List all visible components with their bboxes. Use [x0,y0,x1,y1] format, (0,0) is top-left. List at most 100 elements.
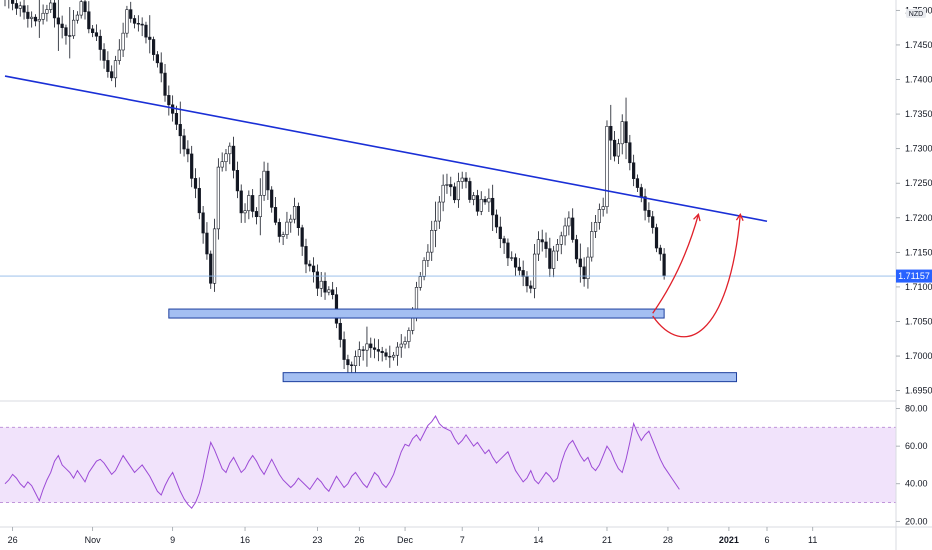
candle [544,232,548,258]
candle-body [71,19,76,37]
candle-body [353,356,358,366]
candle [52,0,57,28]
candle [452,182,457,204]
candle [182,128,186,157]
candle-body [312,265,316,273]
rsi-tick-label: 40.00 [905,479,928,489]
candle [593,214,598,239]
candle-body [216,166,220,230]
candle [632,154,636,187]
price-tick-label: 1.70500 [905,316,932,326]
candle [224,149,228,172]
candle-body [14,3,19,9]
support-zone[interactable] [168,308,665,319]
candle-body [392,354,396,358]
candle-body [270,189,274,208]
candle-body [662,253,666,277]
candle [110,65,114,82]
trendline[interactable] [4,75,768,223]
candle-body [350,364,354,366]
candle [460,171,464,189]
candle-body [30,16,34,19]
candle-body [155,54,160,64]
candle [11,0,15,11]
candles-layer [4,0,666,376]
candle-body [365,343,369,351]
candle-body [281,234,285,237]
rsi-band [0,427,896,503]
price-tick-label: 1.73000 [905,144,932,154]
projection-path[interactable] [652,214,741,338]
candle-body [209,253,213,284]
candle [491,184,495,231]
candle-body [426,251,430,261]
candle-body [498,226,502,239]
candle-body [593,222,598,232]
projection-arrows[interactable] [652,212,744,338]
candle-body [79,1,83,16]
candle-body [369,343,373,349]
candle-body [635,178,640,188]
projection-path[interactable] [652,214,700,314]
candle [228,142,232,165]
candle [178,101,182,154]
projection-arrowhead [693,213,701,222]
candle [106,51,110,78]
time-tick-label: 11 [808,535,817,545]
candle [502,235,506,254]
candle [510,251,514,261]
candle-body [18,5,22,9]
candle-body [49,2,53,10]
candle-body [102,49,106,61]
candle [14,0,19,15]
candle-body [140,23,144,26]
candle [445,173,449,194]
candle [494,209,499,234]
time-axis[interactable]: 26 Nov 9 16 23 26 Dec 7 14 21 28 2021 6 11 [8,527,818,545]
candle [174,105,179,130]
candle [22,0,26,20]
candle-body [628,142,632,164]
candle-body [33,16,38,22]
last-price-label: 1.71157 [898,271,930,281]
candle-body [529,285,533,289]
support-zone[interactable] [282,372,738,383]
candle [388,345,392,368]
candle [395,342,400,366]
candle [456,172,460,208]
support-zones[interactable] [168,308,738,383]
candle-body [338,322,342,340]
candle-body [380,350,384,354]
candle-body [304,246,308,265]
candle-body [433,220,438,231]
candle-body [300,227,304,247]
candle [167,85,171,116]
candle [437,196,441,229]
candle-body [106,60,110,72]
candle [407,327,411,349]
time-tick-label: 2021 [719,535,739,545]
candle [26,5,30,28]
price-tick-label: 1.69500 [905,386,932,396]
candle [235,161,240,199]
candle-body [125,9,129,34]
candle-body [68,35,72,37]
candle [350,361,354,375]
currency-badge: NZD [906,9,926,18]
time-tick-label: 26 [8,535,18,545]
candle [571,208,575,243]
candle [79,0,83,19]
candle-body [296,206,300,229]
candle-body [388,355,392,358]
candle [60,15,64,39]
candle-body [45,9,49,14]
candle [624,97,628,160]
candle [56,0,60,51]
rsi-tick-label: 20.00 [905,516,928,526]
candle-body [571,217,575,240]
rsi-axis[interactable]: 80.00 60.00 40.00 20.00 [896,404,928,527]
candle [372,338,377,359]
candle-body [418,276,422,288]
candle-body [148,36,152,40]
time-tick-label: 14 [533,535,543,545]
